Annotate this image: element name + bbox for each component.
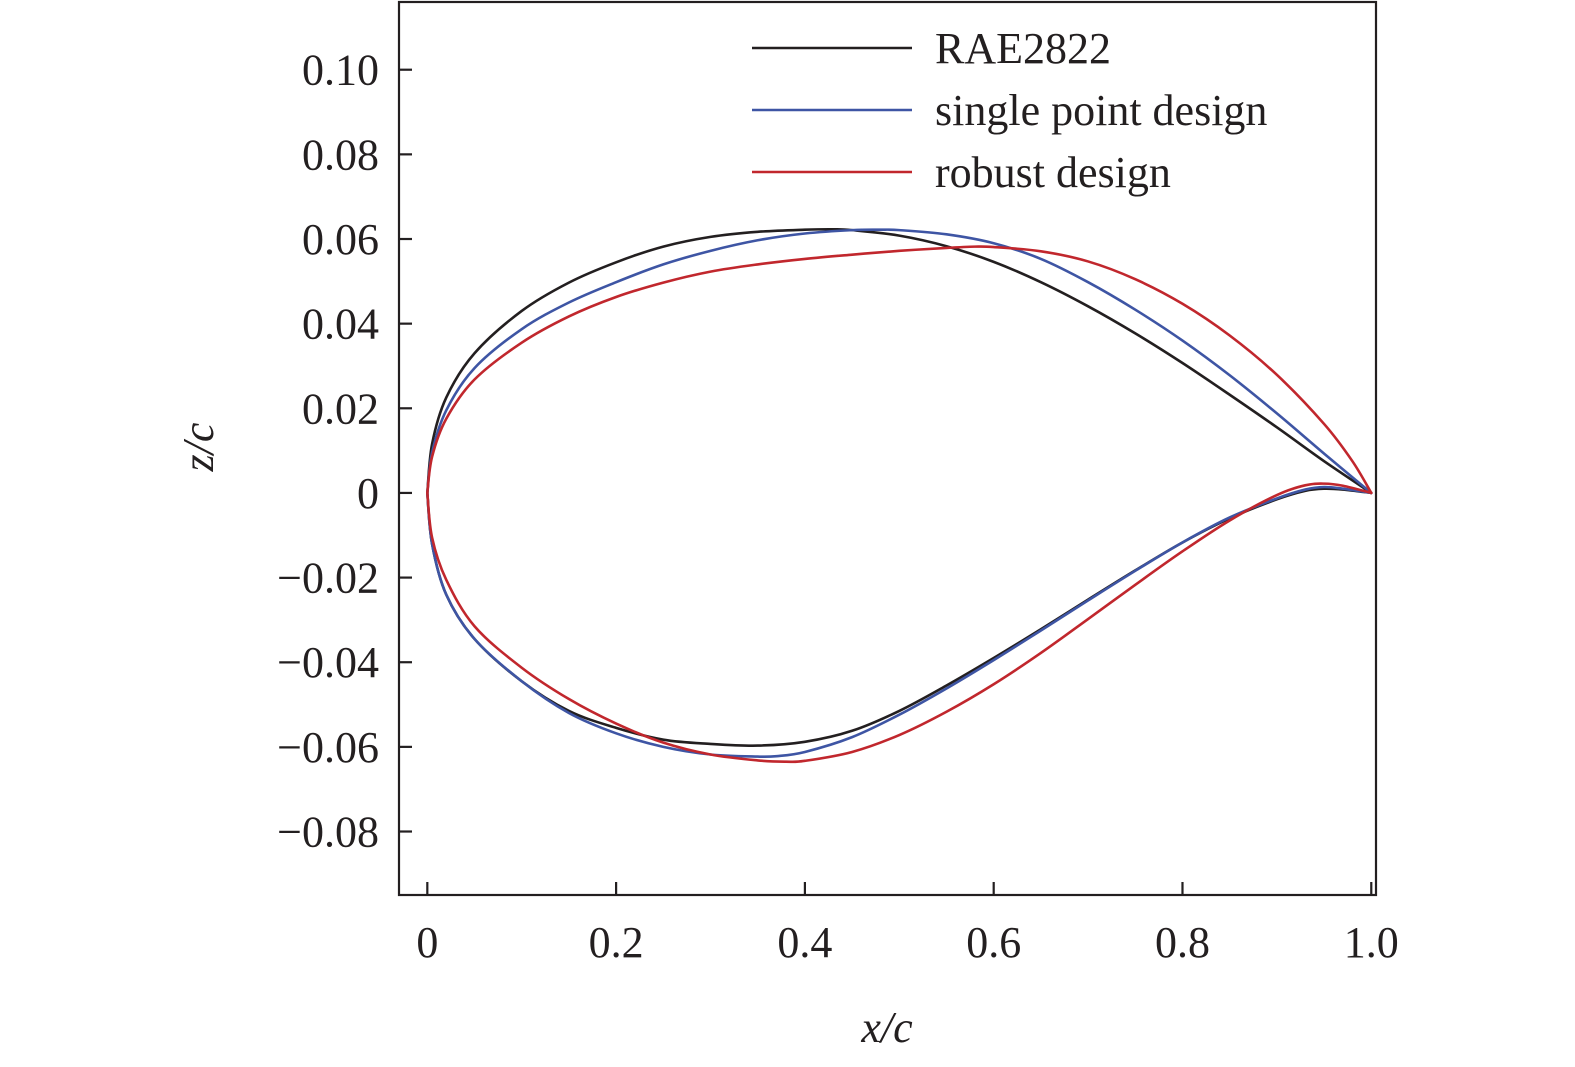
y-tick-label: 0.06 xyxy=(302,215,379,264)
legend-label-rae2822: RAE2822 xyxy=(935,24,1111,73)
series-line-single-point-design-upper xyxy=(426,228,1373,495)
legend: RAE2822 single point design robust design xyxy=(752,24,1267,197)
series-line-single-point-design-lower xyxy=(426,485,1373,759)
y-tick-label: 0.04 xyxy=(302,300,379,349)
x-tick-label: 0 xyxy=(416,918,438,967)
y-tick-label: −0.08 xyxy=(277,808,379,857)
x-axis-title: x/c xyxy=(860,1003,913,1052)
x-tick-label: 0.8 xyxy=(1155,918,1210,967)
y-tick-label: 0 xyxy=(357,469,379,518)
series-layer xyxy=(426,227,1373,764)
y-tick-label: 0.10 xyxy=(302,46,379,95)
series-line-robust-design-upper xyxy=(426,245,1373,495)
y-axis-title: z/c xyxy=(174,422,223,472)
y-axis: 0.10 0.08 0.06 0.04 0.02 0 −0.02 −0.04 −0.06 −0.0… xyxy=(277,46,412,857)
x-tick-label: 0.2 xyxy=(589,918,644,967)
plot-frame xyxy=(397,0,1378,897)
legend-label-robust-design: robust design xyxy=(935,148,1171,197)
legend-label-single-point-design: single point design xyxy=(935,86,1267,135)
series-line-robust-design-lower xyxy=(426,482,1373,764)
y-tick-label: −0.04 xyxy=(277,638,379,687)
x-tick-label: 0.4 xyxy=(777,918,832,967)
x-tick-label: 1.0 xyxy=(1344,918,1399,967)
x-tick-label: 0.6 xyxy=(966,918,1021,967)
y-tick-label: −0.06 xyxy=(277,723,379,772)
series-line-rae2822-upper xyxy=(426,227,1373,495)
x-axis: 0 0.2 0.4 0.6 0.8 1.0 xyxy=(416,882,1399,967)
y-tick-label: 0.08 xyxy=(302,130,379,179)
y-tick-label: −0.02 xyxy=(277,554,379,603)
series-line-rae2822-lower xyxy=(426,487,1373,747)
y-tick-label: 0.02 xyxy=(302,384,379,433)
